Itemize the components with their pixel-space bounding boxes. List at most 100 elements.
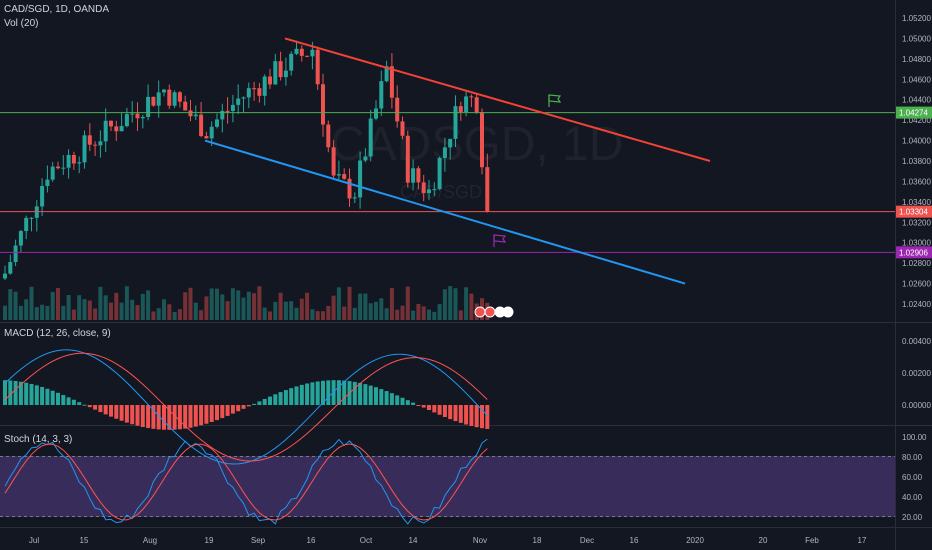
candle-body[interactable] bbox=[29, 217, 34, 219]
resistance-trendline[interactable] bbox=[284, 37, 711, 162]
candle-body[interactable] bbox=[310, 49, 315, 57]
volume-legend[interactable]: Vol (20) bbox=[4, 18, 39, 29]
stoch-legend[interactable]: Stoch (14, 3, 3) bbox=[4, 434, 73, 445]
candle-body[interactable] bbox=[177, 92, 182, 102]
candle-body[interactable] bbox=[215, 119, 219, 127]
candle-body[interactable] bbox=[230, 104, 235, 111]
candle-body[interactable] bbox=[87, 135, 92, 145]
candle-body[interactable] bbox=[299, 48, 304, 56]
candle-body[interactable] bbox=[82, 135, 87, 163]
candle-body[interactable] bbox=[167, 89, 172, 106]
candle-body[interactable] bbox=[209, 126, 214, 139]
macd-line[interactable] bbox=[4, 349, 488, 465]
candle-body[interactable] bbox=[193, 114, 198, 117]
candle-body[interactable] bbox=[199, 114, 204, 137]
macd-signal-line[interactable] bbox=[4, 352, 488, 462]
candle-body[interactable] bbox=[183, 101, 188, 111]
candle-body[interactable] bbox=[98, 141, 103, 146]
candle-body[interactable] bbox=[474, 97, 479, 113]
candle-body[interactable] bbox=[480, 112, 484, 168]
candle-body[interactable] bbox=[45, 179, 50, 187]
candle-body[interactable] bbox=[13, 245, 18, 263]
candle-body[interactable] bbox=[130, 113, 135, 115]
event-badge-icons[interactable] bbox=[474, 306, 514, 318]
candle-body[interactable] bbox=[379, 81, 384, 109]
candle-body[interactable] bbox=[352, 197, 357, 199]
macd-legend[interactable]: MACD (12, 26, close, 9) bbox=[4, 328, 111, 339]
candle-body[interactable] bbox=[66, 154, 71, 168]
candle-body[interactable] bbox=[305, 55, 310, 57]
candle-body[interactable] bbox=[326, 124, 331, 148]
candle-body[interactable] bbox=[374, 108, 378, 119]
candle-body[interactable] bbox=[172, 92, 177, 106]
candle-body[interactable] bbox=[220, 110, 225, 120]
candle-body[interactable] bbox=[342, 174, 347, 179]
stoch-k-line[interactable] bbox=[4, 438, 488, 525]
candle-body[interactable] bbox=[225, 110, 230, 112]
candle-body[interactable] bbox=[124, 114, 129, 127]
candle-body[interactable] bbox=[236, 98, 241, 105]
candle-body[interactable] bbox=[61, 167, 66, 169]
candle-body[interactable] bbox=[135, 113, 140, 119]
candle-body[interactable] bbox=[119, 126, 124, 132]
candle-body[interactable] bbox=[3, 273, 7, 279]
candle-body[interactable] bbox=[347, 178, 352, 199]
candle-body[interactable] bbox=[71, 154, 76, 164]
candle-body[interactable] bbox=[103, 120, 108, 142]
candle-body[interactable] bbox=[246, 88, 251, 98]
candle-body[interactable] bbox=[448, 138, 453, 148]
candle-body[interactable] bbox=[331, 147, 336, 176]
candle-body[interactable] bbox=[50, 166, 55, 180]
candle-body[interactable] bbox=[358, 160, 363, 198]
candle-body[interactable] bbox=[395, 97, 400, 122]
support-trendline[interactable] bbox=[204, 139, 686, 285]
candle-body[interactable] bbox=[109, 120, 113, 127]
candle-body[interactable] bbox=[384, 66, 389, 82]
flag-icon[interactable] bbox=[548, 94, 562, 107]
candle-body[interactable] bbox=[453, 106, 458, 139]
candle-body[interactable] bbox=[114, 126, 119, 132]
candle-body[interactable] bbox=[162, 89, 166, 93]
candle-body[interactable] bbox=[24, 217, 29, 232]
flag-icon[interactable] bbox=[493, 234, 507, 247]
candle-body[interactable] bbox=[368, 118, 373, 157]
candle-body[interactable] bbox=[56, 166, 60, 169]
candle-body[interactable] bbox=[315, 49, 320, 85]
candle-body[interactable] bbox=[140, 116, 145, 119]
candle-body[interactable] bbox=[442, 147, 447, 158]
candle-body[interactable] bbox=[257, 88, 262, 96]
candle-body[interactable] bbox=[278, 61, 283, 78]
candle-body[interactable] bbox=[336, 174, 341, 176]
candle-body[interactable] bbox=[18, 231, 23, 246]
candle-body[interactable] bbox=[241, 97, 246, 99]
candle-body[interactable] bbox=[411, 168, 416, 183]
candle-body[interactable] bbox=[389, 66, 394, 98]
candle-body[interactable] bbox=[421, 182, 426, 194]
candle-body[interactable] bbox=[77, 162, 82, 164]
candle-body[interactable] bbox=[273, 61, 278, 85]
candle-body[interactable] bbox=[262, 76, 267, 96]
candle-body[interactable] bbox=[405, 135, 410, 183]
candle-body[interactable] bbox=[40, 186, 45, 207]
candle-body[interactable] bbox=[294, 48, 299, 54]
candle-body[interactable] bbox=[363, 156, 368, 161]
candle-body[interactable] bbox=[400, 121, 405, 136]
candle-body[interactable] bbox=[469, 96, 474, 98]
candle-body[interactable] bbox=[437, 157, 442, 190]
candle-body[interactable] bbox=[156, 92, 161, 106]
candle-body[interactable] bbox=[93, 144, 98, 146]
candle-body[interactable] bbox=[321, 84, 325, 125]
candle-body[interactable] bbox=[252, 88, 257, 90]
candle-body[interactable] bbox=[268, 76, 272, 85]
stoch-d-line[interactable] bbox=[4, 443, 488, 521]
candle-body[interactable] bbox=[204, 136, 209, 139]
candle-body[interactable] bbox=[458, 106, 463, 112]
candle-body[interactable] bbox=[8, 262, 13, 274]
candle-body[interactable] bbox=[485, 167, 490, 212]
candle-body[interactable] bbox=[464, 96, 469, 112]
candle-body[interactable] bbox=[427, 189, 431, 194]
candle-body[interactable] bbox=[283, 70, 288, 78]
candle-body[interactable] bbox=[289, 53, 294, 71]
candle-body[interactable] bbox=[432, 189, 437, 191]
